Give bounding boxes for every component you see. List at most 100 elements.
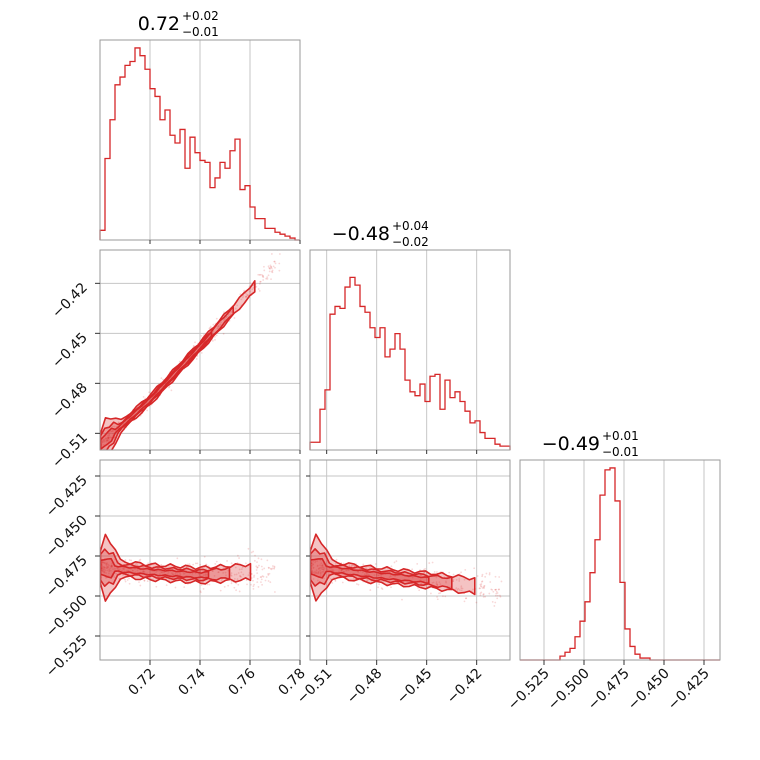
- scatter-point: [481, 580, 484, 583]
- scatter-point: [107, 437, 110, 440]
- scatter-point: [101, 561, 103, 564]
- y-tick-label: −0.525: [43, 633, 91, 681]
- scatter-point: [317, 570, 320, 573]
- scatter-point: [334, 563, 337, 565]
- scatter-point: [206, 583, 209, 586]
- scatter-point: [124, 559, 127, 561]
- scatter-point: [361, 571, 364, 574]
- scatter-point: [155, 585, 158, 588]
- scatter-point: [257, 557, 260, 560]
- x-tick-label: 0.74: [175, 665, 208, 698]
- scatter-point: [105, 437, 108, 440]
- scatter-point: [268, 270, 271, 273]
- scatter-point: [171, 573, 174, 576]
- scatter-point: [256, 577, 259, 580]
- scatter-point: [327, 573, 330, 575]
- scatter-point: [321, 564, 324, 566]
- scatter-point: [377, 574, 380, 577]
- scatter-point: [498, 588, 500, 591]
- scatter-point: [491, 600, 494, 603]
- scatter-point: [481, 575, 484, 578]
- scatter-point: [340, 569, 343, 572]
- scatter-point: [223, 585, 226, 588]
- scatter-point: [194, 562, 197, 565]
- scatter-point: [105, 562, 107, 565]
- scatter-point: [253, 559, 256, 562]
- scatter-point: [484, 575, 487, 578]
- scatter-point: [223, 318, 225, 321]
- scatter-point: [439, 583, 442, 586]
- scatter-point: [237, 572, 240, 574]
- scatter-point: [109, 569, 112, 572]
- scatter-point: [260, 578, 263, 581]
- scatter-point: [258, 564, 260, 567]
- scatter-point: [176, 573, 179, 576]
- scatter-point: [348, 565, 351, 567]
- x-tick-label: −0.45: [394, 666, 436, 708]
- scatter-point: [252, 585, 255, 588]
- scatter-point: [108, 564, 110, 567]
- scatter-point: [496, 592, 499, 594]
- scatter-point: [236, 304, 239, 307]
- scatter-point: [257, 273, 260, 276]
- scatter-point: [315, 569, 318, 572]
- scatter-point: [332, 570, 335, 572]
- scatter-point: [435, 581, 438, 583]
- scatter-point: [123, 567, 125, 570]
- scatter-point: [230, 574, 233, 577]
- scatter-point: [220, 321, 222, 324]
- scatter-point: [377, 574, 380, 577]
- scatter-point: [260, 576, 263, 578]
- scatter-point: [316, 565, 319, 568]
- scatter-point: [334, 580, 337, 582]
- scatter-point: [472, 588, 474, 591]
- scatter-point: [338, 570, 340, 573]
- scatter-point: [457, 587, 460, 590]
- scatter-point: [192, 345, 195, 347]
- scatter-point: [101, 564, 104, 567]
- scatter-point: [102, 438, 105, 441]
- scatter-point: [105, 439, 108, 442]
- scatter-point: [214, 338, 216, 341]
- scatter-point: [445, 581, 447, 584]
- histogram-step-line: [309, 276, 511, 450]
- scatter-point: [342, 570, 345, 573]
- scatter-point: [102, 568, 104, 571]
- scatter-point: [106, 569, 109, 572]
- scatter-point: [160, 570, 162, 573]
- scatter-point: [102, 567, 105, 570]
- scatter-point: [217, 571, 220, 574]
- parameter-title-plus: +0.04: [392, 219, 429, 233]
- scatter-point: [312, 563, 315, 566]
- scatter-point: [106, 565, 109, 568]
- scatter-point: [131, 569, 134, 572]
- contour-panel-0-1: [99, 249, 301, 451]
- scatter-point: [105, 567, 108, 570]
- scatter-point: [113, 576, 116, 579]
- scatter-point: [112, 425, 114, 428]
- scatter-point: [365, 572, 368, 574]
- y-tick-label: −0.425: [43, 473, 91, 521]
- scatter-point: [431, 582, 434, 584]
- scatter-point: [160, 377, 163, 380]
- scatter-point: [102, 569, 104, 572]
- scatter-point: [113, 567, 116, 570]
- scatter-point: [250, 551, 253, 554]
- scatter-point: [395, 560, 398, 563]
- scatter-point: [432, 581, 435, 584]
- scatter-point: [104, 566, 107, 569]
- scatter-point: [460, 585, 463, 588]
- scatter-point: [187, 563, 189, 566]
- scatter-point: [156, 570, 159, 572]
- scatter-point: [101, 569, 104, 572]
- scatter-point: [128, 577, 131, 580]
- parameter-title-plus: +0.01: [602, 429, 639, 443]
- scatter-point: [160, 563, 163, 566]
- scatter-point: [321, 566, 324, 569]
- scatter-point: [267, 573, 270, 575]
- scatter-point: [138, 581, 140, 584]
- scatter-point: [105, 440, 108, 443]
- scatter-point: [213, 335, 216, 338]
- scatter-point: [233, 573, 236, 576]
- scatter-point: [213, 575, 216, 577]
